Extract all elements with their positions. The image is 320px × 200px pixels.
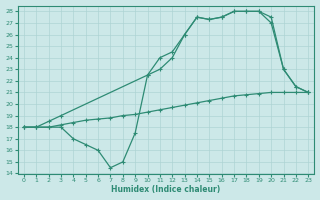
X-axis label: Humidex (Indice chaleur): Humidex (Indice chaleur) [111,185,221,194]
